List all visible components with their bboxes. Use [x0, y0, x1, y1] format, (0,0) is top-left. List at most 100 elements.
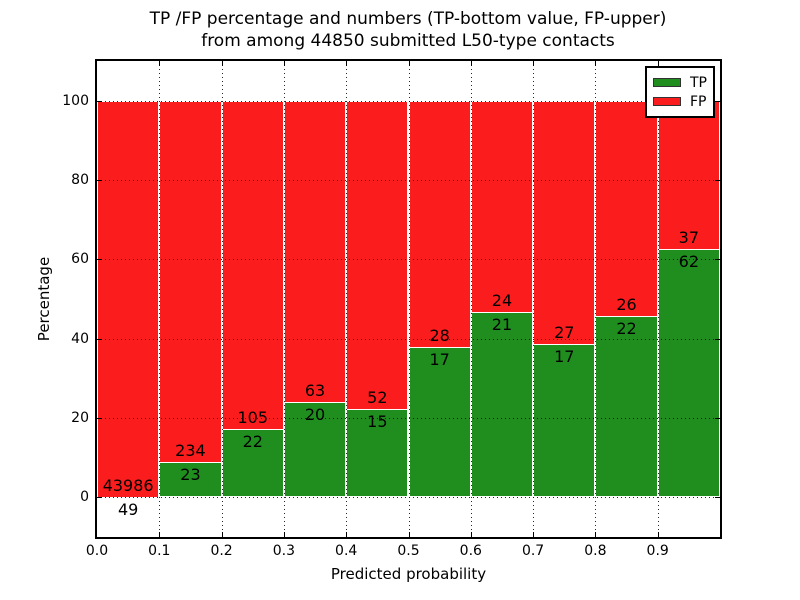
y-tick-mark	[715, 100, 720, 102]
bar-segment-fp	[470, 100, 534, 313]
bar-segment-fp	[221, 100, 284, 429]
gridline-v	[283, 61, 285, 537]
fp-count-label: 37	[678, 227, 700, 247]
y-tick-mark	[97, 338, 102, 340]
tp-count-label: 22	[242, 431, 263, 451]
legend-row-tp: TP	[653, 73, 707, 92]
bar-segment-tp	[346, 408, 409, 498]
bar-segment-fp	[283, 100, 347, 402]
fp-color-swatch-icon	[653, 97, 681, 106]
y-tick-mark	[715, 418, 720, 419]
y-tick-label: 80	[71, 172, 89, 188]
x-tick-mark	[595, 61, 597, 66]
tp-color-swatch-icon	[653, 78, 681, 87]
bar-segment-tp	[470, 312, 534, 498]
bar-segment-tp	[657, 248, 720, 498]
bar-segment-tp	[159, 461, 222, 498]
x-tick-mark	[221, 532, 223, 537]
tp-count-label: 17	[554, 347, 575, 367]
tp-count-label: 21	[491, 315, 513, 335]
y-tick-label: 40	[71, 330, 89, 347]
gridline-v	[470, 61, 472, 537]
x-tick-label: 0.8	[584, 543, 607, 559]
y-tick-label: 60	[71, 251, 89, 268]
fp-count-label: 52	[367, 387, 388, 407]
fp-count-label: 63	[304, 380, 326, 400]
x-tick-label: 0.4	[335, 543, 358, 559]
tp-count-label: 62	[678, 251, 700, 271]
bar-segment-tp	[408, 347, 471, 498]
plot-canvas: 43986 49 234 23 105 22 63 20 52 15 28 17 24 21 27 17 26 2…	[62, 61, 720, 559]
x-tick-label: 0.5	[397, 543, 420, 559]
x-tick-label: 0.2	[210, 543, 233, 559]
y-tick-mark	[97, 100, 102, 102]
bar-segment-tp	[595, 315, 658, 498]
x-tick-mark	[657, 532, 659, 537]
gridline-v	[221, 61, 223, 537]
y-tick-mark	[715, 180, 720, 181]
x-tick-label: 0.7	[521, 543, 545, 559]
fp-count-label: 27	[554, 323, 575, 343]
bar-segment-fp	[97, 100, 160, 497]
y-tick-mark	[97, 418, 102, 419]
bar-segment-fp	[346, 100, 409, 409]
tp-count-label: 49	[117, 499, 139, 519]
y-tick-label: 0	[80, 489, 89, 506]
tp-count-label: 22	[616, 318, 637, 338]
gridline-v	[595, 61, 597, 537]
x-tick-mark	[408, 61, 410, 66]
x-tick-mark	[595, 532, 597, 537]
x-tick-label: 0.0	[85, 543, 109, 559]
gridline-v	[533, 61, 535, 537]
tp-count-label: 23	[180, 464, 201, 484]
y-tick-label: 100	[62, 92, 89, 109]
tp-count-label: 17	[429, 350, 450, 370]
x-tick-mark	[159, 61, 161, 66]
bar-segment-fp	[657, 100, 720, 249]
legend: TP FP	[645, 66, 715, 118]
gridline-v	[346, 61, 348, 537]
plot-area: 43986 49 234 23 105 22 63 20 52 15 28 17 24 21 27 17 26 2…	[62, 59, 722, 559]
bar-segment-fp	[595, 100, 658, 316]
fp-count-label: 43986	[102, 475, 154, 495]
x-tick-mark	[533, 532, 535, 537]
y-tick-mark	[97, 259, 102, 261]
fp-count-label: 26	[616, 294, 637, 314]
y-tick-mark	[97, 180, 102, 181]
x-tick-mark	[470, 61, 472, 66]
y-tick-mark	[97, 497, 102, 499]
fp-count-label: 24	[491, 291, 513, 311]
gridline-v	[657, 61, 659, 537]
legend-label-tp: TP	[690, 74, 707, 91]
chart-title: TP /FP percentage and numbers (TP-bottom…	[0, 8, 800, 52]
x-tick-mark	[408, 532, 410, 537]
x-tick-mark	[533, 61, 535, 66]
x-tick-label: 0.1	[148, 543, 171, 559]
bar-segment-fp	[408, 100, 471, 348]
bar-segment-fp	[533, 100, 596, 345]
x-tick-mark	[159, 532, 161, 537]
bar-segment-fp	[159, 100, 222, 462]
y-tick-label: 20	[71, 410, 89, 426]
x-tick-label: 0.3	[272, 543, 296, 559]
bar-segment-tp	[533, 344, 596, 498]
x-tick-mark	[283, 532, 285, 537]
gridline-v	[408, 61, 410, 537]
x-tick-mark	[346, 532, 348, 537]
legend-row-fp: FP	[653, 92, 707, 111]
x-tick-mark	[657, 61, 659, 66]
x-axis-title: Predicted probability	[330, 565, 487, 583]
chart-title-line1: TP /FP percentage and numbers (TP-bottom…	[149, 9, 667, 29]
y-tick-mark	[715, 338, 720, 340]
x-tick-mark	[283, 61, 285, 66]
x-tick-mark	[346, 61, 348, 66]
fp-count-label: 105	[237, 407, 269, 427]
fp-count-label: 234	[175, 440, 206, 460]
fp-count-label: 28	[429, 326, 450, 346]
legend-label-fp: FP	[690, 93, 707, 110]
y-tick-mark	[715, 497, 720, 499]
chart-title-line2: from among 44850 submitted L50-type cont…	[201, 31, 615, 51]
x-tick-label: 0.6	[459, 543, 482, 559]
y-axis-title: Percentage	[35, 256, 53, 342]
